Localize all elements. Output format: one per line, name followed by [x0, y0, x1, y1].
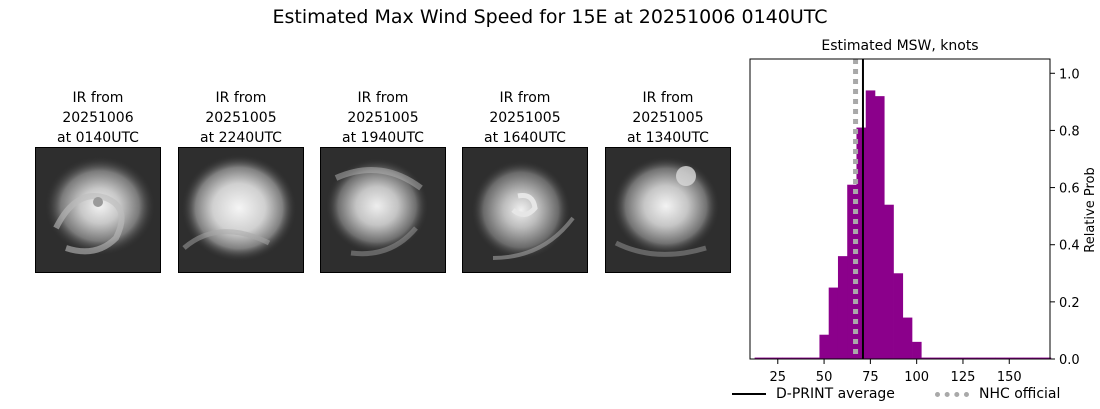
- solid-line-swatch: [732, 393, 766, 395]
- histogram-bar: [986, 357, 996, 359]
- ir-satellite-image: [462, 147, 588, 273]
- histogram-bar: [939, 357, 950, 359]
- histogram-bar: [763, 357, 774, 359]
- histogram-bar: [958, 357, 968, 359]
- ir-panel-1: IR from 20251006 at 0140UTC: [35, 88, 161, 273]
- ir-satellite-image: [320, 147, 446, 273]
- histogram-bar: [791, 357, 802, 359]
- x-tick-label: 100: [904, 370, 929, 385]
- y-axis-label: Relative Prob: [1083, 167, 1098, 252]
- histogram-bar: [856, 127, 867, 359]
- histogram-bar: [921, 357, 931, 359]
- ir-satellite-image: [178, 147, 304, 273]
- ir-panel-title: IR from 20251006 at 0140UTC: [57, 90, 139, 146]
- histogram-bar: [893, 273, 904, 359]
- ir-satellite-image: [35, 147, 161, 273]
- y-tick-label: 0.0: [1059, 353, 1080, 368]
- y-tick-label: 0.2: [1059, 296, 1080, 311]
- histogram-bar: [847, 184, 857, 359]
- ir-panel-title: IR from 20251005 at 1340UTC: [627, 90, 709, 146]
- ir-satellite-image: [605, 147, 731, 273]
- histogram-bar: [754, 357, 765, 359]
- histogram-bar: [902, 317, 913, 359]
- histogram-bar: [828, 287, 839, 359]
- x-tick-label: 125: [951, 370, 976, 385]
- histogram-bar: [930, 357, 941, 359]
- ir-panel-2: IR from 20251005 at 2240UTC: [178, 88, 304, 273]
- histogram-bar: [837, 256, 848, 359]
- ir-panel-4: IR from 20251005 at 1640UTC: [462, 88, 588, 273]
- histogram-bar: [976, 357, 987, 359]
- ir-panel-title: IR from 20251005 at 1640UTC: [484, 90, 566, 146]
- histogram-bar: [967, 357, 978, 359]
- histogram-bar: [995, 357, 1005, 359]
- histogram-bars: [754, 90, 1052, 360]
- y-tick-label: 0.8: [1059, 124, 1080, 139]
- figure-title: Estimated Max Wind Speed for 15E at 2025…: [272, 6, 828, 28]
- ir-panel-title: IR from 20251005 at 2240UTC: [200, 90, 282, 146]
- histogram-bar: [1004, 357, 1015, 359]
- chart-legend: D-PRINT average NHC official: [728, 386, 1078, 408]
- x-tick-label: 50: [816, 370, 833, 385]
- chart-title: Estimated MSW, knots: [821, 38, 978, 54]
- ir-panel-5: IR from 20251005 at 1340UTC: [605, 88, 731, 273]
- y-tick-label: 0.4: [1059, 239, 1080, 254]
- x-tick-label: 150: [997, 370, 1022, 385]
- ir-panel-title: IR from 20251005 at 1940UTC: [342, 90, 424, 146]
- legend-entry-nhc: NHC official: [935, 386, 1060, 402]
- histogram-bar: [1032, 357, 1042, 359]
- x-tick-label: 75: [862, 370, 879, 385]
- y-tick-label: 0.6: [1059, 182, 1080, 197]
- plot-frame: [749, 58, 1051, 360]
- histogram-bar: [1041, 357, 1052, 359]
- y-tick-label: 1.0: [1059, 67, 1080, 82]
- reference-lines: [853, 59, 864, 359]
- histogram-bar: [800, 357, 811, 359]
- histogram-bar: [819, 334, 830, 359]
- histogram-bar: [949, 357, 959, 359]
- histogram-bar: [884, 204, 894, 359]
- x-axis-ticks: 25 50 75 100 125 150: [770, 359, 1022, 385]
- legend-entry-dprint: D-PRINT average: [732, 386, 895, 402]
- histogram-bar: [912, 341, 922, 359]
- x-tick-label: 25: [770, 370, 787, 385]
- histogram-bar: [773, 357, 783, 359]
- histogram-bar: [782, 357, 792, 359]
- histogram-bar: [875, 96, 885, 360]
- histogram-bar: [1013, 357, 1024, 359]
- histogram-bar: [865, 90, 876, 359]
- dotted-line-swatch: [935, 391, 969, 397]
- legend-label: D-PRINT average: [776, 386, 895, 402]
- y-axis-ticks: 0.0 0.2 0.4 0.6 0.8 1.0: [1050, 67, 1080, 368]
- ir-panel-3: IR from 20251005 at 1940UTC: [320, 88, 446, 273]
- histogram-bar: [810, 357, 820, 359]
- histogram-bar: [1023, 357, 1033, 359]
- legend-label: NHC official: [979, 386, 1061, 402]
